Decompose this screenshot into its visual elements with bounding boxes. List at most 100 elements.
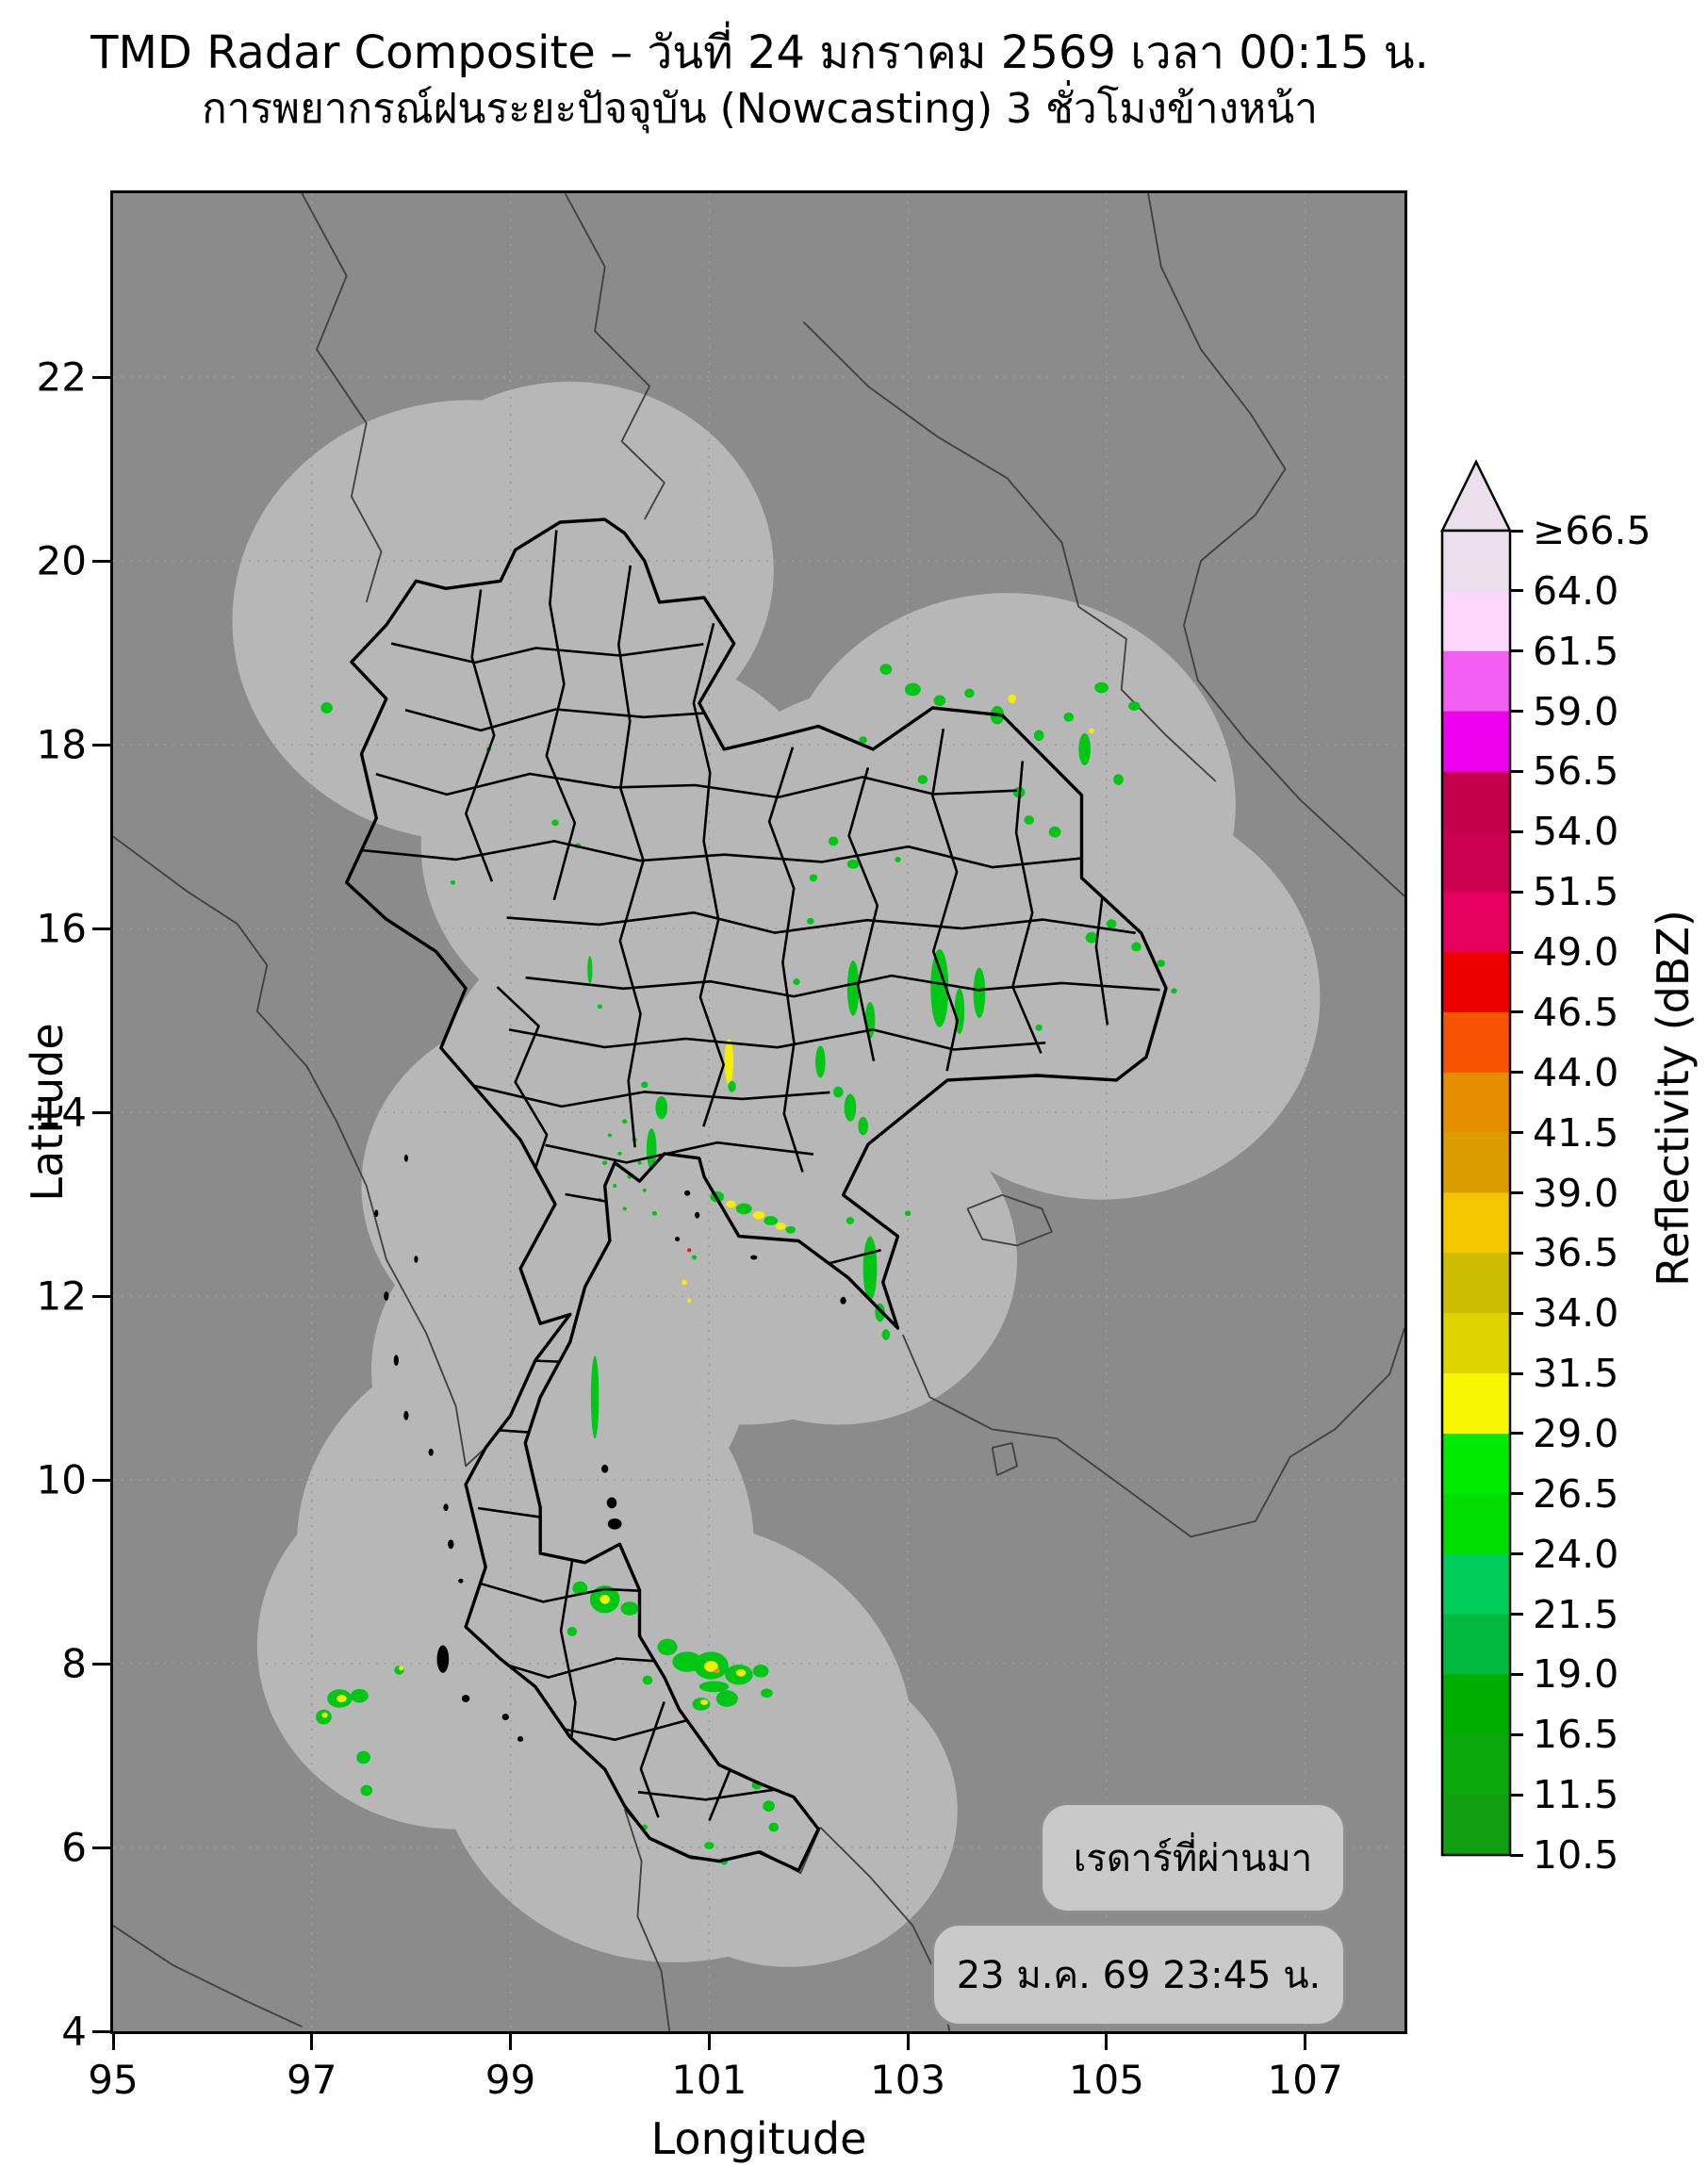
province-border-line [708, 1768, 732, 1821]
y-tick-mark [92, 927, 111, 930]
radar-echo [726, 1200, 736, 1208]
radar-echo [337, 1695, 347, 1702]
radar-echo [846, 1217, 855, 1224]
island-speck [384, 1291, 389, 1301]
radar-echo [735, 1668, 747, 1677]
province-border-line [639, 1700, 665, 1818]
colorbar-tick-mark [1510, 1613, 1523, 1617]
radar-echo [828, 836, 839, 846]
radar-echo [879, 664, 893, 675]
island-speck [428, 1448, 434, 1456]
radar-echo [933, 695, 946, 707]
radar-echo [862, 1236, 878, 1301]
y-tick-mark [92, 2029, 111, 2033]
radar-echo [973, 967, 986, 1019]
country-border-line [966, 1193, 1053, 1247]
radar-echo [1033, 730, 1044, 742]
radar-echo [637, 1160, 642, 1165]
radar-echo [775, 1223, 786, 1230]
radar-echo [1089, 728, 1094, 734]
radar-echo [321, 1712, 328, 1718]
annotation-radar-history-text: เรดาร์ที่ผ่านมา [1073, 1837, 1313, 1880]
x-tick-label: 95 [88, 2057, 139, 2103]
radar-echo [691, 1255, 698, 1260]
x-tick-mark [707, 2031, 711, 2050]
x-tick-label: 99 [484, 2057, 536, 2103]
radar-echo [360, 1784, 373, 1797]
colorbar-tick-label: 49.0 [1533, 929, 1619, 976]
country-border-line [564, 192, 665, 520]
colorbar-tick-label: 11.5 [1533, 1772, 1619, 1818]
province-border-line [847, 767, 879, 1061]
y-tick-label: 8 [61, 1640, 87, 1687]
radar-echo [895, 856, 901, 862]
island-speck [403, 1154, 408, 1162]
y-tick-label: 22 [36, 353, 87, 401]
radar-echo [815, 1045, 826, 1078]
colorbar-tick-label: 29.0 [1533, 1410, 1619, 1456]
province-border-line [465, 589, 496, 882]
colorbar-tick-mark [1510, 1672, 1523, 1676]
y-tick-label: 4 [61, 2008, 87, 2055]
radar-echo [692, 1698, 711, 1711]
radar-echo [846, 960, 860, 1016]
island-speck [517, 1736, 524, 1742]
colorbar-tick-label: 39.0 [1533, 1170, 1619, 1216]
radar-echo [587, 956, 593, 984]
radar-echo [398, 1666, 404, 1671]
radar-echo [735, 1203, 752, 1215]
radar-echo [1008, 694, 1016, 704]
country-border-line [901, 1327, 1405, 1538]
radar-echo [904, 682, 921, 697]
colorbar-tick-mark [1510, 769, 1523, 773]
island-speck [840, 1296, 846, 1305]
radar-echo [551, 819, 559, 827]
y-tick-label: 6 [61, 1824, 87, 1871]
radar-echo [715, 1690, 738, 1707]
province-border-line [637, 1787, 784, 1801]
colorbar-tick-label: 10.5 [1533, 1832, 1619, 1878]
colorbar-tick-mark [1510, 529, 1523, 533]
country-border-line [112, 835, 490, 1468]
page-title: TMD Radar Composite – วันที่ 24 มกราคม 2… [90, 26, 1429, 79]
y-tick-mark [92, 1110, 111, 1114]
province-border-line [767, 747, 804, 1173]
province-border-line [545, 1141, 814, 1164]
radar-echo [682, 1279, 687, 1286]
island-speck [674, 1237, 681, 1241]
radar-echo [763, 1800, 775, 1812]
colorbar-tick-mark [1510, 1853, 1523, 1857]
province-border-line [559, 1550, 577, 1761]
colorbar-tick-mark [1510, 1071, 1523, 1075]
radar-echo [764, 1216, 779, 1225]
province-border-line [473, 1084, 830, 1108]
radar-echo [687, 1248, 692, 1253]
y-tick-mark [92, 375, 111, 379]
radar-echo [641, 1081, 649, 1089]
province-border-line [472, 1580, 652, 1603]
colorbar-tick-mark [1510, 1432, 1523, 1436]
country-border-line [1147, 192, 1405, 897]
colorbar-tick-label: 31.5 [1533, 1351, 1619, 1397]
colorbar-tick-mark [1510, 589, 1523, 593]
radar-echo [1113, 774, 1124, 785]
y-tick-label: 16 [36, 905, 87, 952]
radar-echo [1078, 732, 1091, 765]
x-tick-mark [1105, 2031, 1109, 2050]
colorbar-tick-label: ≥66.5 [1533, 508, 1651, 553]
x-axis-label: Longitude [650, 2113, 867, 2164]
island-speck [393, 1354, 399, 1367]
island-speck [501, 1714, 509, 1720]
radar-echo [642, 1675, 653, 1685]
radar-echo [809, 874, 818, 882]
radar-echo [320, 702, 333, 714]
country-border-line [112, 1925, 303, 2027]
colorbar-tick-mark [1510, 1371, 1523, 1375]
y-tick-mark [92, 1846, 111, 1849]
province-border-line [390, 642, 704, 665]
colorbar-scale [1439, 459, 1513, 1857]
radar-echo [1024, 815, 1034, 825]
colorbar-tick-label: 34.0 [1533, 1290, 1619, 1337]
y-tick-mark [92, 743, 111, 747]
annotation-radar-timestamp-text: 23 ม.ค. 69 23:45 น. [956, 1954, 1322, 1997]
